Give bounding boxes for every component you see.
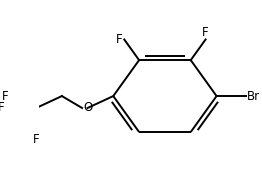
Text: Br: Br	[247, 90, 260, 103]
Text: F: F	[33, 133, 40, 146]
Text: F: F	[0, 101, 5, 114]
Text: F: F	[202, 26, 209, 39]
Text: O: O	[83, 101, 92, 114]
Text: F: F	[2, 90, 9, 103]
Text: F: F	[116, 33, 122, 46]
